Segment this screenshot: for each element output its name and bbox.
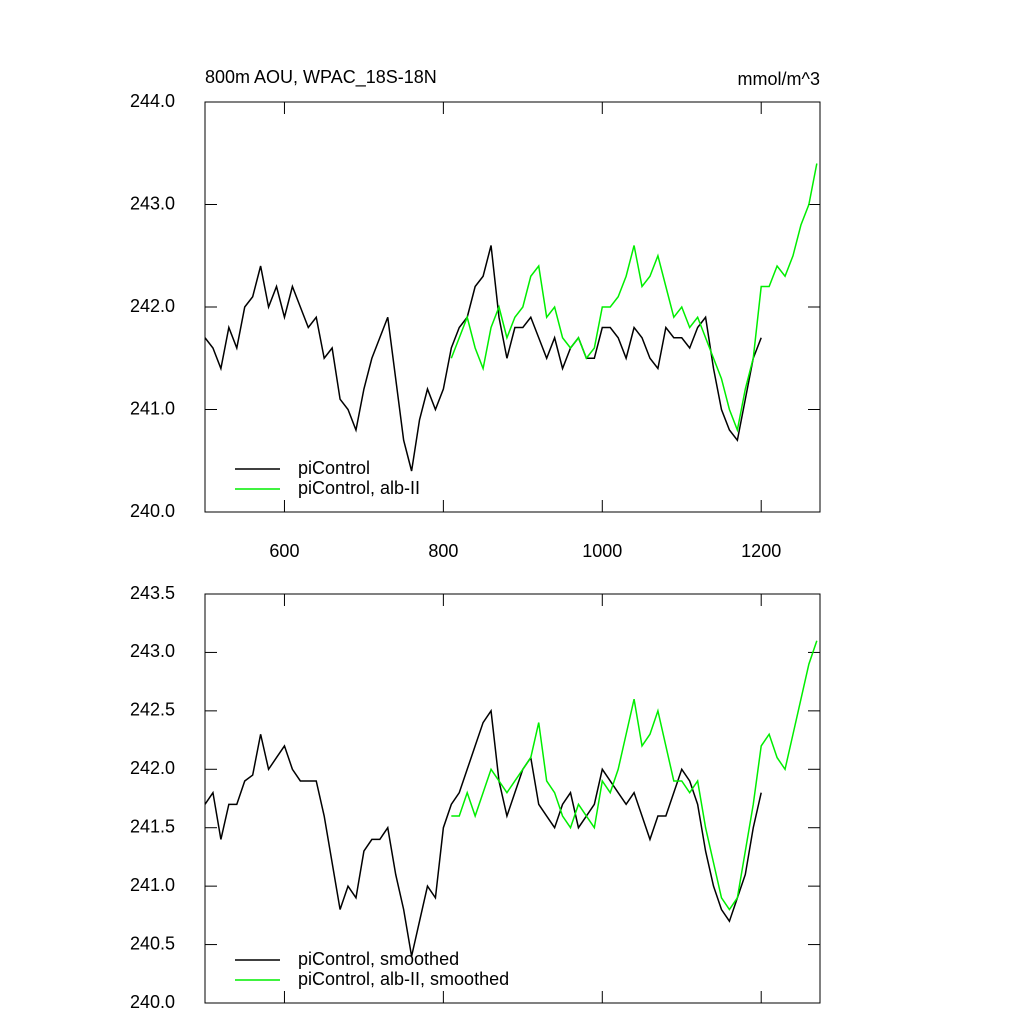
y-tick-label: 241.0 bbox=[130, 875, 175, 895]
x-tick-label: 600 bbox=[269, 541, 299, 561]
units-label: mmol/m^3 bbox=[738, 69, 820, 89]
chart-title: 800m AOU, WPAC_18S-18N bbox=[205, 67, 437, 88]
data-line bbox=[450, 163, 818, 433]
plot-frame bbox=[204, 101, 821, 513]
y-tick-label: 244.0 bbox=[130, 91, 175, 111]
x-tick-label: 800 bbox=[428, 541, 458, 561]
y-tick-label: 242.0 bbox=[130, 758, 175, 778]
y-tick-label: 241.0 bbox=[130, 398, 175, 418]
legend-label: piControl, alb-II, smoothed bbox=[298, 969, 509, 989]
y-tick-label: 243.5 bbox=[130, 583, 175, 603]
y-tick-label: 242.5 bbox=[130, 700, 175, 720]
y-tick-label: 243.0 bbox=[130, 641, 175, 661]
plot-frame bbox=[204, 593, 821, 1004]
y-tick-label: 243.0 bbox=[130, 193, 175, 213]
x-tick-label: 1000 bbox=[582, 541, 622, 561]
x-tick-label: 1200 bbox=[741, 541, 781, 561]
y-tick-label: 240.0 bbox=[130, 501, 175, 521]
y-tick-label: 240.5 bbox=[130, 933, 175, 953]
legend-label: piControl bbox=[298, 458, 370, 478]
data-line bbox=[204, 245, 762, 472]
y-tick-label: 240.0 bbox=[130, 992, 175, 1012]
legend-label: piControl, alb-II bbox=[298, 478, 420, 498]
data-line bbox=[451, 640, 818, 911]
y-tick-label: 241.5 bbox=[130, 816, 175, 836]
data-line bbox=[204, 708, 762, 957]
y-tick-label: 242.0 bbox=[130, 296, 175, 316]
legend-label: piControl, smoothed bbox=[298, 949, 459, 969]
